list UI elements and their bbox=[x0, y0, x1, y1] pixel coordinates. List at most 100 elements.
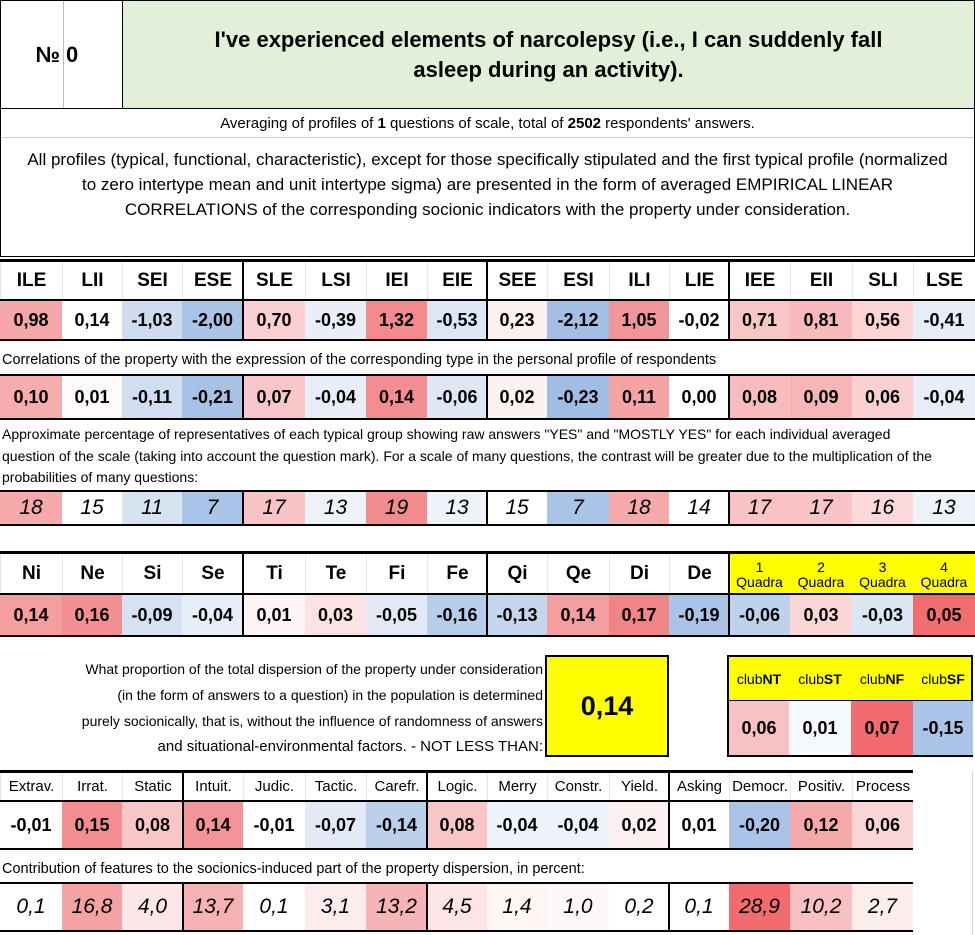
trait-value-3: 0,14 bbox=[183, 802, 243, 848]
type-pct-cell-2: 11 bbox=[122, 492, 182, 524]
page-title: I've experienced elements of narcolepsy … bbox=[122, 1, 974, 108]
type-corr-cell-1: 0,01 bbox=[62, 376, 122, 418]
trait-contrib-10: 0,2 bbox=[609, 884, 669, 930]
type-header-11: LIE bbox=[669, 262, 729, 299]
type-profile-cell-1: 0,14 bbox=[62, 301, 122, 339]
type-profile-cell-4: 0,70 bbox=[243, 301, 305, 339]
quadra-word: Quadra bbox=[736, 574, 783, 590]
trait-contrib-13: 10,2 bbox=[790, 884, 852, 930]
trait-header-4: Judic. bbox=[243, 773, 305, 800]
functions-header-row: Ni Ne Si Se Ti Te Fi Fe Qi Qe Di De 1 Quadra 2 Quadra 3 Q… bbox=[0, 551, 975, 596]
type-pct-cell-15: 13 bbox=[913, 492, 975, 524]
trait-value-12: -0,20 bbox=[729, 802, 790, 848]
dispersion-line-2: (in the form of answers to a question) i… bbox=[117, 687, 543, 703]
traits-header-row: Extrav. Irrat. Static Intuit. Judic. Tactic. C… bbox=[0, 770, 913, 800]
club-prefix: club bbox=[798, 671, 824, 687]
type-corr-cell-separator bbox=[242, 376, 244, 418]
contrib-caption: Contribution of features to the socionic… bbox=[2, 861, 585, 877]
traits-values-row: -0,01 0,15 0,08 0,14 -0,01 -0,07 -0,14 0,08 -0,0… bbox=[0, 800, 913, 850]
quadra-number: 3 bbox=[878, 559, 887, 575]
trait-value-4: -0,01 bbox=[243, 802, 305, 848]
function-value-5: 0,03 bbox=[305, 595, 366, 635]
club-value-NT: 0,06 bbox=[729, 701, 789, 755]
type-profile-cell-13: 0,81 bbox=[790, 301, 852, 339]
number-value: 0 bbox=[66, 41, 79, 67]
type-header-9: ESI bbox=[547, 262, 609, 299]
quadra-header-3: 3 Quadra bbox=[852, 554, 913, 596]
function-header-0: Ni bbox=[0, 554, 62, 593]
quadra-header-4: 4 Quadra bbox=[913, 554, 975, 596]
function-header-7: Fe bbox=[427, 554, 487, 593]
function-header-2: Si bbox=[122, 554, 182, 593]
trait-contrib-7: 4,5 bbox=[427, 884, 487, 930]
club-header-SF: club SF bbox=[913, 657, 973, 701]
trait-value-14: 0,06 bbox=[852, 802, 913, 848]
dispersion-line-4: and situational-environmental factors. -… bbox=[157, 738, 543, 755]
type-corr-cell-3: -0,21 bbox=[182, 376, 243, 418]
trait-header-separator bbox=[426, 773, 428, 800]
trait-contrib-separator bbox=[668, 884, 670, 930]
function-value-separator bbox=[242, 595, 244, 635]
type-profile-cell-11: -0,02 bbox=[669, 301, 729, 339]
type-pct-cell-6: 19 bbox=[366, 492, 427, 524]
club-header-ST: club ST bbox=[789, 657, 851, 701]
trait-value-6: -0,14 bbox=[366, 802, 427, 848]
type-profile-cell-12: 0,71 bbox=[729, 301, 790, 339]
type-profile-cell-0: 0,98 bbox=[0, 301, 62, 339]
type-header-13: EII bbox=[790, 262, 852, 299]
type-pct-cell-10: 18 bbox=[609, 492, 669, 524]
trait-header-7: Logic. bbox=[427, 773, 487, 800]
trait-value-separator bbox=[182, 802, 184, 848]
trait-contrib-2: 4,0 bbox=[122, 884, 183, 930]
type-corr-cell-15: -0,04 bbox=[913, 376, 975, 418]
type-header-8: SEE bbox=[487, 262, 547, 299]
trait-header-3: Intuit. bbox=[183, 773, 243, 800]
function-value-8: -0,13 bbox=[487, 595, 547, 635]
function-header-11: De bbox=[669, 554, 729, 593]
function-value-12: -0,06 bbox=[729, 595, 790, 635]
type-pct-cell-8: 15 bbox=[487, 492, 547, 524]
dispersion-text: What proportion of the total dispersion … bbox=[40, 656, 543, 760]
quadra-word: Quadra bbox=[920, 574, 968, 590]
types-corr-row: 0,10 0,01 -0,11 -0,21 0,07 -0,04 0,14 -0,06 0,02… bbox=[0, 374, 975, 420]
trait-contrib-12: 28,9 bbox=[729, 884, 790, 930]
trait-header-5: Tactic. bbox=[305, 773, 366, 800]
trait-value-5: -0,07 bbox=[305, 802, 366, 848]
type-pct-cell-separator bbox=[728, 492, 730, 524]
trait-header-10: Yield. bbox=[609, 773, 669, 800]
club-name: NT bbox=[762, 671, 782, 687]
trait-header-2: Static bbox=[122, 773, 183, 800]
pct-caption: Approximate percentage of representative… bbox=[2, 426, 932, 485]
function-value-14: -0,03 bbox=[852, 595, 913, 635]
trait-header-13: Positiv. bbox=[790, 773, 852, 800]
type-corr-cell-4: 0,07 bbox=[243, 376, 305, 418]
trait-contrib-5: 3,1 bbox=[305, 884, 366, 930]
trait-contrib-3: 13,7 bbox=[183, 884, 243, 930]
quadra-word: Quadra bbox=[797, 574, 845, 590]
type-header-7: EIE bbox=[427, 262, 487, 299]
type-header-separator bbox=[486, 262, 488, 299]
trait-header-separator bbox=[182, 773, 184, 800]
function-value-4: 0,01 bbox=[243, 595, 305, 635]
type-pct-cell-0: 18 bbox=[0, 492, 62, 524]
type-corr-cell-10: 0,11 bbox=[609, 376, 669, 418]
trait-header-12: Democr. bbox=[729, 773, 790, 800]
trait-value-13: 0,12 bbox=[790, 802, 852, 848]
function-header-6: Fi bbox=[366, 554, 427, 593]
type-header-14: SLI bbox=[852, 262, 913, 299]
type-header-1: LII bbox=[62, 262, 122, 299]
function-header-8: Qi bbox=[487, 554, 547, 593]
trait-value-11: 0,01 bbox=[669, 802, 729, 848]
function-value-2: -0,09 bbox=[122, 595, 182, 635]
trait-value-10: 0,02 bbox=[609, 802, 669, 848]
trait-contrib-separator bbox=[426, 884, 428, 930]
type-pct-cell-13: 17 bbox=[790, 492, 852, 524]
function-header-separator bbox=[242, 554, 244, 593]
type-profile-cell-separator bbox=[486, 301, 488, 339]
type-pct-cell-1: 15 bbox=[62, 492, 122, 524]
trait-value-separator bbox=[668, 802, 670, 848]
averaging-mid: questions of scale, total of bbox=[385, 115, 568, 132]
trait-contrib-14: 2,7 bbox=[852, 884, 913, 930]
type-corr-cell-7: -0,06 bbox=[427, 376, 487, 418]
function-header-1: Ne bbox=[62, 554, 122, 593]
